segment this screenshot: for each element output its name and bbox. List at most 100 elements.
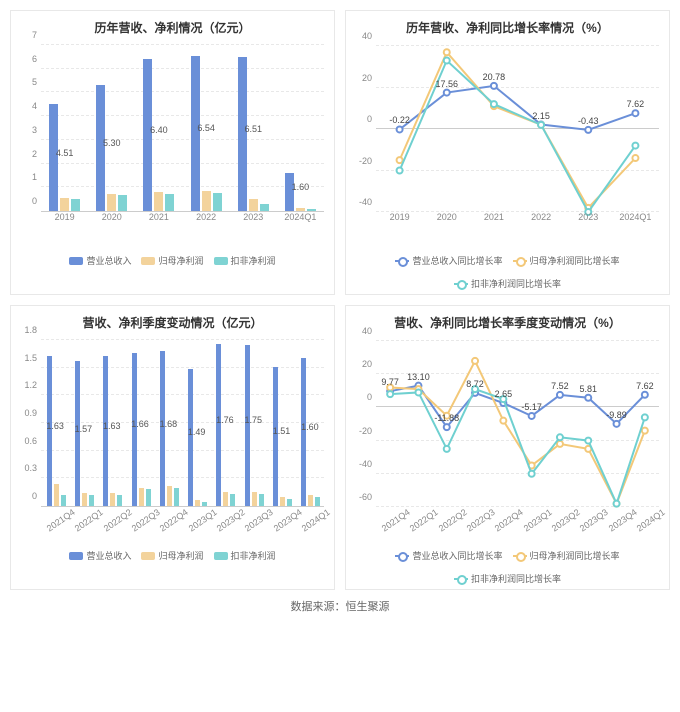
bar-value-label: 1.60 (292, 182, 310, 192)
bar (287, 499, 292, 506)
point-label: -9.89 (606, 410, 627, 420)
bar (280, 497, 285, 506)
legend-swatch (395, 260, 409, 262)
chart-quarterly-growth: 营收、净利同比增长率季度变动情况（%） -60-40-20020409.7713… (345, 305, 670, 590)
y-tick: 0 (352, 114, 372, 124)
bar-group (103, 356, 122, 506)
x-tick: 2020 (102, 212, 122, 222)
y-tick: 1.8 (17, 325, 37, 335)
x-tick: 2022Q1 (408, 507, 440, 534)
bar-value-label: 6.51 (244, 124, 262, 134)
legend-label: 归母净利润同比增长率 (530, 254, 620, 267)
x-tick: 2022Q1 (73, 507, 105, 534)
x-tick: 2022Q2 (437, 507, 469, 534)
legend-label: 营业总收入同比增长率 (412, 549, 502, 562)
bar (82, 493, 87, 506)
bar-value-label: 4.51 (56, 148, 74, 158)
x-tick: 2019 (55, 212, 75, 222)
legend-swatch (454, 283, 468, 285)
bar (202, 191, 211, 211)
bar (139, 488, 144, 506)
x-tick: 2023 (578, 212, 598, 222)
y-tick: -40 (352, 197, 372, 207)
legend-item: 扣非净利润同比增长率 (454, 572, 561, 585)
x-tick: 2023Q1 (521, 507, 553, 534)
y-tick: 0 (352, 392, 372, 402)
legend-item: 营业总收入同比增长率 (395, 549, 502, 562)
x-tick: 2024Q1 (635, 507, 667, 534)
x-tick: 2023Q4 (271, 507, 303, 534)
bar (165, 194, 174, 211)
legend-swatch (69, 552, 83, 560)
bar-value-label: 1.75 (244, 415, 262, 425)
y-tick: 40 (352, 31, 372, 41)
chart1-area: 012345674.515.306.406.546.511.60 2019202… (17, 42, 328, 252)
bar (61, 495, 66, 506)
bar-group (238, 57, 269, 211)
bar (107, 194, 116, 211)
y-tick: 2 (17, 149, 37, 159)
x-tick: 2022 (531, 212, 551, 222)
bar-value-label: 1.63 (46, 421, 64, 431)
y-tick: 0.3 (17, 463, 37, 473)
y-tick: 0 (17, 196, 37, 206)
bar (110, 493, 115, 506)
bar (273, 367, 278, 506)
y-tick: 7 (17, 30, 37, 40)
bar (307, 209, 316, 211)
bar (238, 57, 247, 211)
bar-value-label: 6.40 (150, 125, 168, 135)
data-source-footer: 数据来源：恒生聚源 (10, 598, 670, 614)
bar (308, 495, 313, 506)
bar-value-label: 1.66 (131, 419, 149, 429)
x-tick: 2023 (243, 212, 263, 222)
bar-value-label: 6.54 (197, 123, 215, 133)
x-tick: 2021Q4 (45, 507, 77, 534)
chart2-legend: 营业总收入同比增长率 归母净利润同比增长率扣非净利润同比增长率 (352, 254, 663, 290)
point-label: 7.62 (627, 99, 645, 109)
legend-label: 归母净利润 (158, 549, 203, 562)
legend-label: 营业总收入同比增长率 (412, 254, 502, 267)
chart3-title: 营收、净利季度变动情况（亿元） (17, 314, 328, 331)
bar (117, 495, 122, 506)
point-label: 7.62 (636, 381, 654, 391)
x-tick: 2023Q1 (186, 507, 218, 534)
x-tick: 2023Q3 (578, 507, 610, 534)
y-tick: 1.2 (17, 380, 37, 390)
y-tick: 1.5 (17, 353, 37, 363)
bar-group (49, 104, 80, 211)
bar (259, 494, 264, 506)
chart3-legend: 营业总收入归母净利润扣非净利润 (17, 549, 328, 562)
bar-value-label: 1.57 (75, 424, 93, 434)
bar (89, 495, 94, 506)
y-tick: 0.6 (17, 436, 37, 446)
bar-group (75, 361, 94, 506)
point-label: -11.88 (434, 413, 459, 423)
x-tick: 2019 (390, 212, 410, 222)
legend-label: 营业总收入 (86, 549, 131, 562)
y-tick: 20 (352, 359, 372, 369)
bar-value-label: 5.30 (103, 138, 121, 148)
point-label: 20.78 (483, 72, 506, 82)
legend-swatch (214, 552, 228, 560)
x-tick: 2022Q3 (465, 507, 497, 534)
legend-item: 归母净利润同比增长率 (513, 549, 620, 562)
legend-label: 扣非净利润 (231, 254, 276, 267)
legend-label: 营业总收入 (86, 254, 131, 267)
bar (188, 369, 193, 506)
chart1-legend: 营业总收入归母净利润扣非净利润 (17, 254, 328, 267)
bar (75, 361, 80, 506)
point-label: -0.43 (578, 116, 599, 126)
legend-swatch (454, 578, 468, 580)
legend-swatch (513, 260, 527, 262)
legend-item: 营业总收入 (69, 549, 131, 562)
bar-group (273, 367, 292, 506)
chart2-area: -40-2002040-0.2217.5620.782.15-0.437.62 … (352, 42, 663, 252)
y-tick: 0.9 (17, 408, 37, 418)
bar (60, 198, 69, 211)
point-label: -5.17 (521, 402, 542, 412)
bar-group (47, 356, 66, 506)
bar (285, 173, 294, 211)
legend-item: 扣非净利润同比增长率 (454, 277, 561, 290)
legend-swatch (214, 257, 228, 265)
